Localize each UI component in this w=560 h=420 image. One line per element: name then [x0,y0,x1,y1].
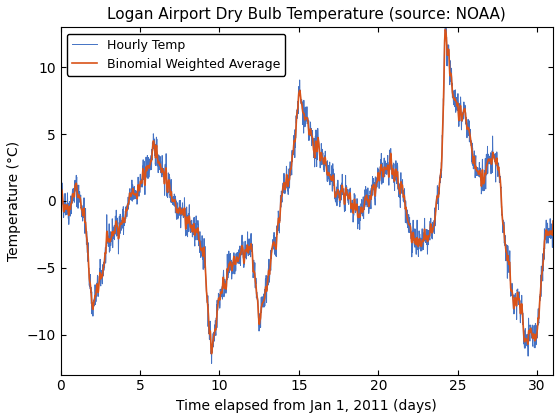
Binomial Weighted Average [57,191,64,196]
Binomial Weighted Average [381,165,388,170]
Hourly Temp [442,18,449,24]
Binomial Weighted Average [366,202,372,207]
Legend: Hourly Temp, Binomial Weighted Average: Hourly Temp, Binomial Weighted Average [67,34,285,76]
Hourly Temp [208,361,215,366]
Hourly Temp [474,165,481,170]
Hourly Temp [57,186,64,191]
Hourly Temp [381,155,388,160]
Binomial Weighted Average [533,336,540,341]
Line: Hourly Temp: Hourly Temp [60,21,553,363]
X-axis label: Time elapsed from Jan 1, 2011 (days): Time elapsed from Jan 1, 2011 (days) [176,399,437,413]
Hourly Temp [366,193,372,198]
Line: Binomial Weighted Average: Binomial Weighted Average [60,29,553,354]
Binomial Weighted Average [474,169,481,174]
Hourly Temp [533,338,540,343]
Y-axis label: Temperature (°C): Temperature (°C) [7,141,21,261]
Binomial Weighted Average [442,27,449,32]
Binomial Weighted Average [310,145,317,150]
Binomial Weighted Average [86,278,93,283]
Hourly Temp [86,275,93,280]
Binomial Weighted Average [550,218,557,223]
Title: Logan Airport Dry Bulb Temperature (source: NOAA): Logan Airport Dry Bulb Temperature (sour… [108,7,506,22]
Hourly Temp [550,226,557,231]
Hourly Temp [310,143,317,148]
Binomial Weighted Average [208,351,215,356]
